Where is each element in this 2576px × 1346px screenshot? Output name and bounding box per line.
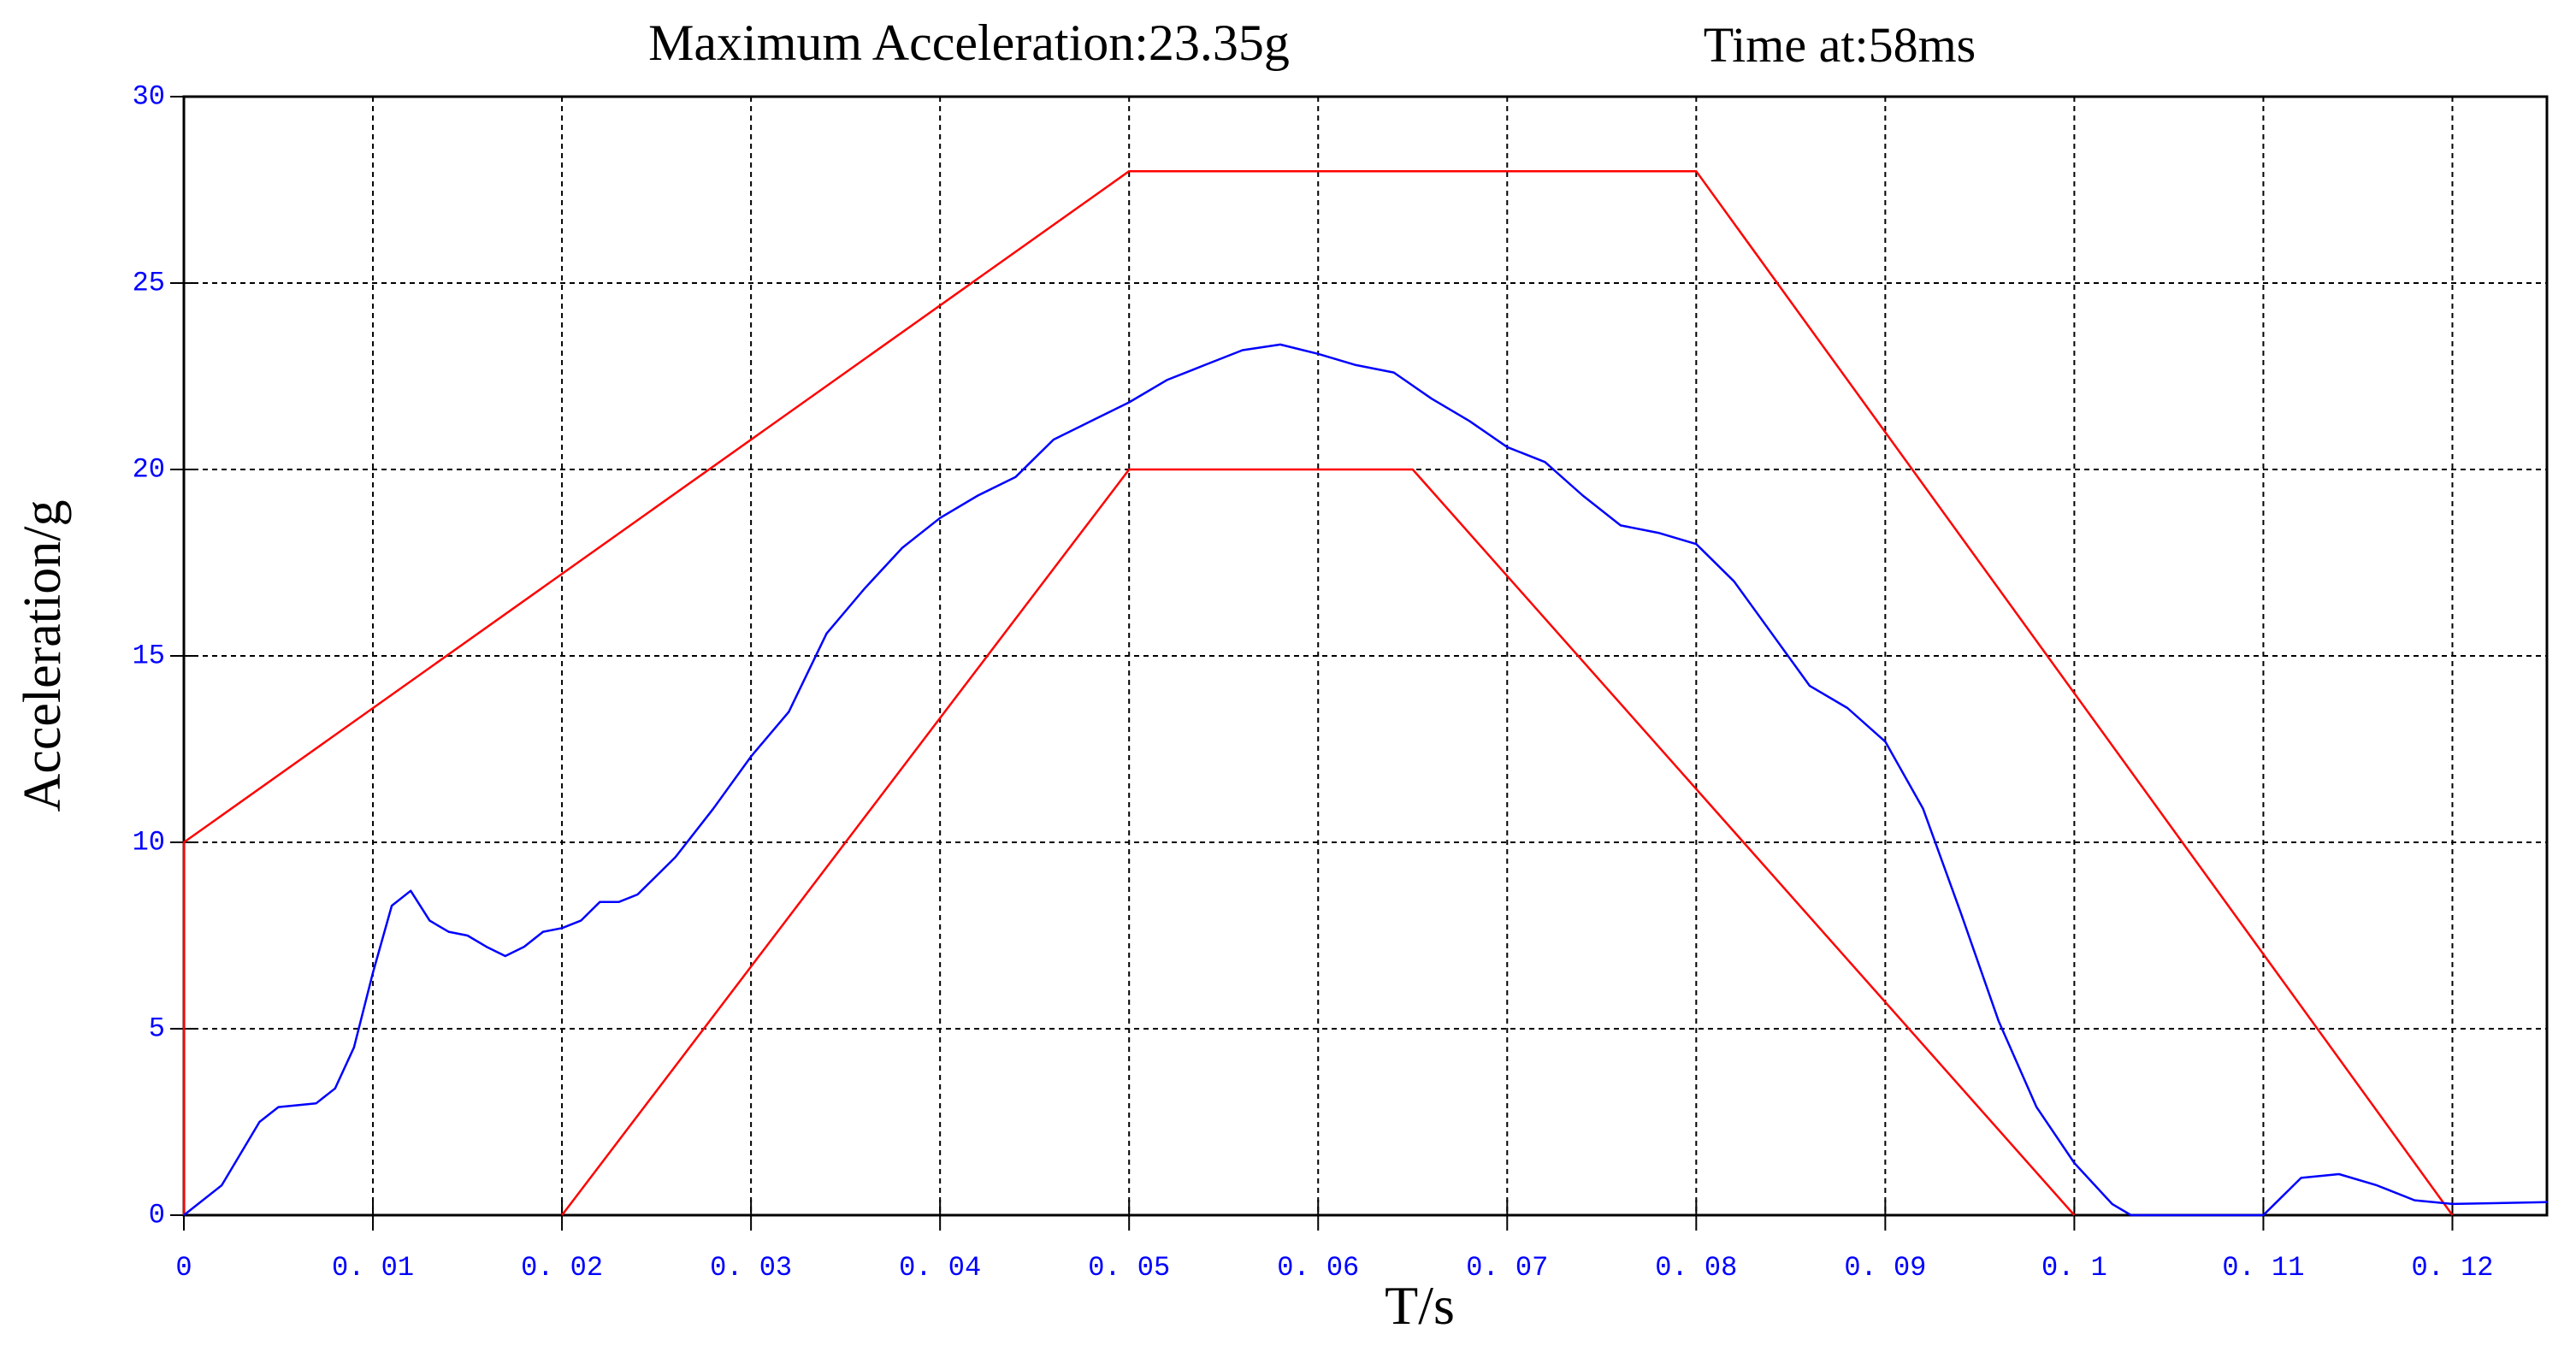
y-tick-label: 5 (149, 1012, 165, 1044)
x-tick-label: 0. 1 (2041, 1252, 2107, 1284)
x-tick-label: 0. 04 (899, 1252, 981, 1284)
x-tick-label: 0. 07 (1466, 1252, 1548, 1284)
x-axis-label: T/s (1385, 1275, 1455, 1336)
x-tick-label: 0. 03 (710, 1252, 792, 1284)
x-tick-label: 0. 08 (1655, 1252, 1737, 1284)
x-tick-label: 0. 06 (1277, 1252, 1359, 1284)
data-line (561, 468, 2076, 1216)
y-tick-label: 0 (149, 1199, 165, 1231)
data-line (183, 343, 2548, 1217)
x-tick-label: 0. 05 (1088, 1252, 1170, 1284)
y-tick-label: 10 (133, 826, 165, 858)
y-tick-label: 30 (133, 80, 165, 112)
chart-title: Maximum Acceleration:23.35g (648, 15, 1290, 71)
x-tick-label: 0. 02 (521, 1252, 603, 1284)
y-tick-label: 25 (133, 267, 165, 298)
x-tick-label: 0 (175, 1252, 192, 1284)
x-tick-label: 0. 12 (2411, 1252, 2493, 1284)
annotation: Time at:58ms (1704, 17, 1976, 73)
y-tick-label: 15 (133, 640, 165, 671)
y-axis-label: Acceleration/g (14, 500, 72, 812)
plot-frame (182, 95, 2549, 1217)
x-tick-label: 0. 11 (2222, 1252, 2304, 1284)
y-tick-label: 20 (133, 453, 165, 485)
x-tick-label: 0. 01 (332, 1252, 414, 1284)
x-tick-label: 0. 09 (1844, 1252, 1926, 1284)
data-line (182, 169, 2454, 1216)
